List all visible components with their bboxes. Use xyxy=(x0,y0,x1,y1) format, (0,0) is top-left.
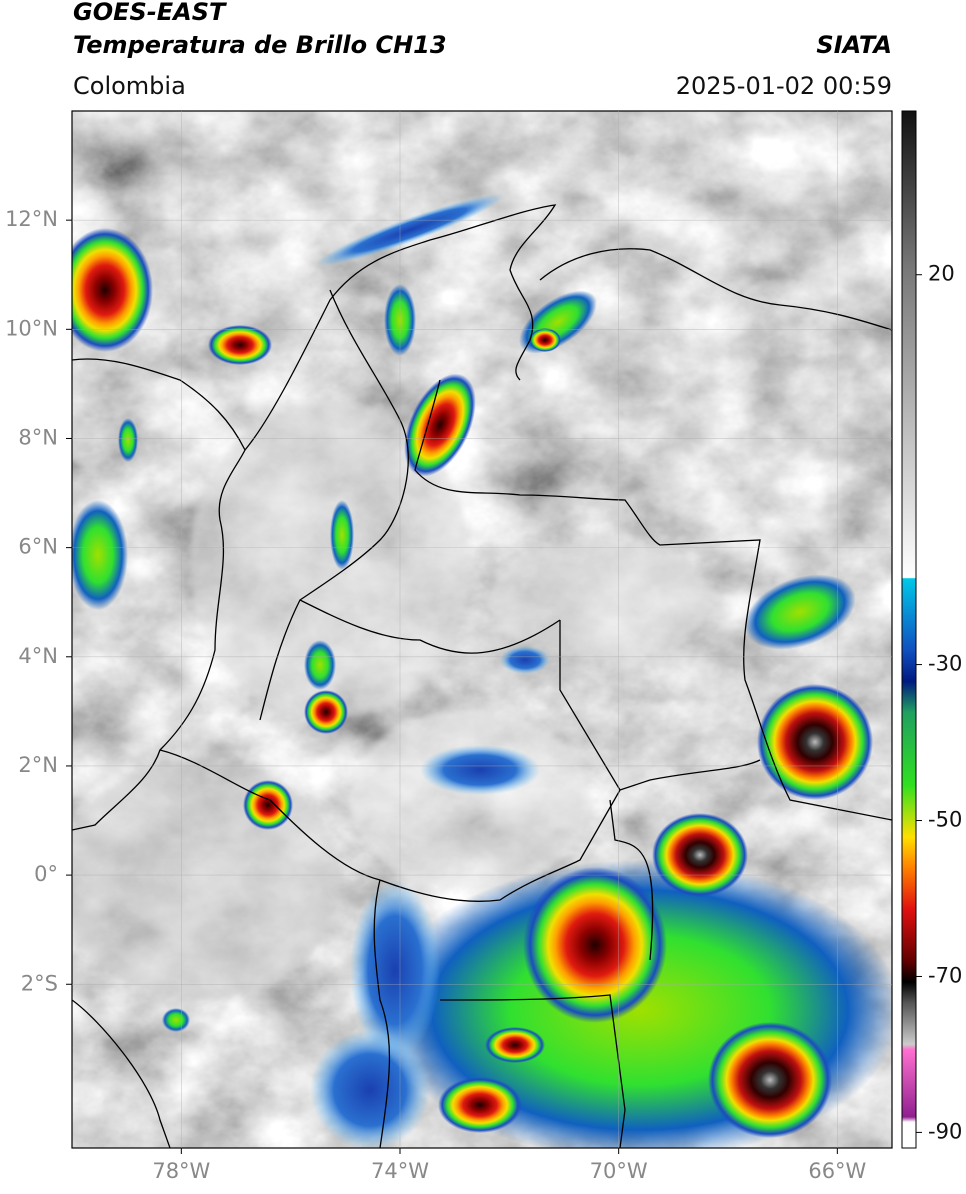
colorbar xyxy=(901,110,917,1149)
y-tick-label: 4°N xyxy=(18,644,58,668)
convective-cells xyxy=(72,193,892,1148)
x-tick-label: 70°W xyxy=(590,1159,648,1183)
colorbar-tick-label: -70 xyxy=(928,963,962,987)
satellite-image xyxy=(72,111,892,1148)
coastlines-borders xyxy=(72,204,892,1148)
y-tick-label: 6°N xyxy=(18,535,58,559)
colorbar-tick-label: 20 xyxy=(928,262,955,286)
x-tick-label: 78°W xyxy=(152,1159,210,1183)
map-frame xyxy=(71,110,893,1149)
y-tick-label: 8°N xyxy=(18,425,58,449)
y-tick-label: 10°N xyxy=(5,316,58,340)
y-tick-label: 2°S xyxy=(21,971,58,995)
y-tick-label: 12°N xyxy=(5,207,58,231)
y-tick-label: 2°N xyxy=(18,753,58,777)
datetime: 2025-01-02 00:59 xyxy=(676,72,892,100)
colorbar-tick-label: -30 xyxy=(928,652,962,676)
subtitle: Temperatura de Brillo CH13 xyxy=(73,31,447,59)
colorbar-tick-label: -90 xyxy=(928,1119,962,1143)
title: GOES-EAST xyxy=(73,0,227,26)
x-tick-label: 66°W xyxy=(808,1159,866,1183)
x-tick-label: 74°W xyxy=(371,1159,429,1183)
region: Colombia xyxy=(73,72,186,100)
colorbar-tick-label: -50 xyxy=(928,808,962,832)
y-tick-label: 0° xyxy=(34,862,58,886)
source: SIATA xyxy=(816,31,892,59)
